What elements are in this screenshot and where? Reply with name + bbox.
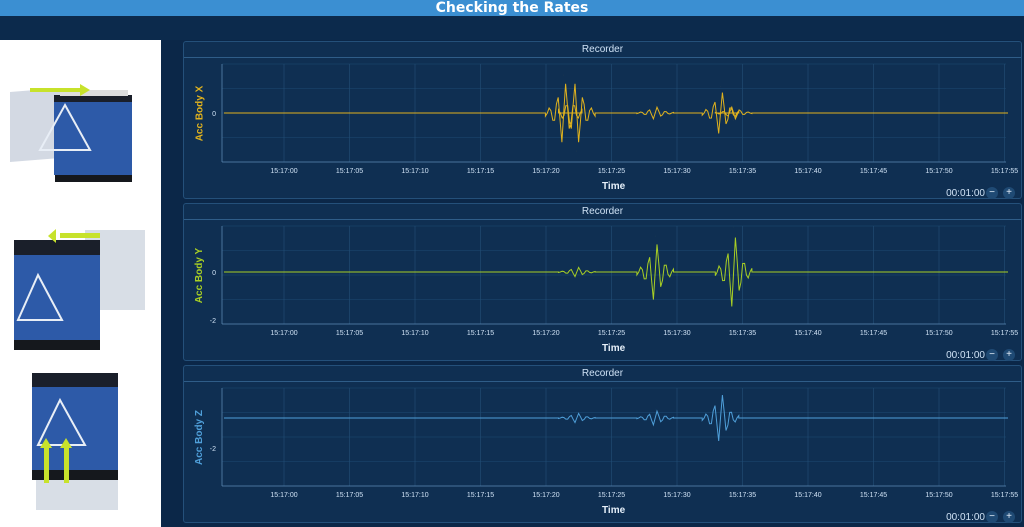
x-tick-label: 15:17:10 [401,168,428,175]
x-tick-label: 15:17:15 [467,168,494,175]
recorder-title: Recorder [581,368,624,379]
recorder-panel-z: Recorder 15:17:00 15:17:05 15:17:10 15:17:1… [183,365,1022,523]
x-tick-label: 15:17:50 [925,330,952,337]
x-tick-label: 15:17:40 [794,492,821,499]
zoom-in-button[interactable]: + [1003,349,1015,361]
series-line [224,83,1008,143]
time-window-readout: 00:01:00 [946,512,985,523]
x-tick-label: 15:17:55 [991,330,1018,337]
x-tick-label: 15:17:40 [794,168,821,175]
zoom-out-button[interactable]: − [986,511,998,523]
y-axis-label: Acc Body Y [194,247,206,304]
x-axis-label: Time [602,505,626,516]
x-tick-label: 15:17:55 [991,168,1018,175]
x-tick-label: 15:17:30 [663,492,690,499]
x-tick-label: 15:17:05 [336,330,363,337]
x-axis-label: Time [602,181,626,192]
x-tick-label: 15:17:35 [729,330,756,337]
zoom-out-button[interactable]: − [986,187,998,199]
x-tick-label: 15:17:45 [860,168,887,175]
recorder-title: Recorder [581,206,624,217]
x-tick-label: 15:17:20 [532,492,559,499]
y-tick-label: 0 [212,111,216,118]
x-tick-label: 15:17:35 [729,168,756,175]
x-tick-label: 15:17:50 [925,492,952,499]
x-tick-label: 15:17:15 [467,492,494,499]
series-line [224,237,1008,307]
battery-lift-z-image [32,373,118,510]
x-tick-label: 15:17:35 [729,492,756,499]
x-axis-label: Time [602,343,626,354]
battery-illustrations [10,84,145,510]
recorder-title: Recorder [581,44,624,55]
series-line [224,394,1008,442]
x-tick-label: 15:17:30 [663,168,690,175]
x-tick-label: 15:17:15 [467,330,494,337]
x-tick-label: 15:17:45 [860,492,887,499]
y-tick-label: -2 [210,446,216,453]
y-axis-label: Acc Body Z [194,409,206,466]
zoom-in-button[interactable]: + [1003,511,1015,523]
x-tick-label: 15:17:25 [598,492,625,499]
battery-slide-x-image [10,84,132,182]
x-tick-label: 15:17:55 [991,492,1018,499]
x-tick-label: 15:17:10 [401,330,428,337]
x-tick-label: 15:17:25 [598,330,625,337]
battery-slide-y-image [14,229,145,350]
recorder-panel-x: Recorder 15:17:00 15:17:05 15:17:10 15:17:1… [183,41,1022,199]
x-tick-label: 15:17:00 [270,168,297,175]
zoom-in-button[interactable]: + [1003,187,1015,199]
x-tick-label: 15:17:05 [336,492,363,499]
x-tick-label: 15:17:00 [270,492,297,499]
x-tick-label: 15:17:20 [532,330,559,337]
y-tick-label: -2 [210,318,216,325]
x-tick-label: 15:17:40 [794,330,821,337]
time-window-readout: 00:01:00 [946,350,985,361]
chart-x: 15:17:00 15:17:05 15:17:10 15:17:15 15:17:20… [212,63,1018,175]
x-tick-label: 15:17:10 [401,492,428,499]
x-tick-label: 15:17:20 [532,168,559,175]
x-tick-label: 15:17:25 [598,168,625,175]
x-tick-label: 15:17:30 [663,330,690,337]
app-title: Checking the Rates [0,0,1024,16]
x-tick-label: 15:17:50 [925,168,952,175]
chart-z: 15:17:00 15:17:05 15:17:10 15:17:15 15:17:20… [210,387,1018,499]
x-tick-label: 15:17:00 [270,330,297,337]
illustration-sidebar [0,40,161,527]
header-background [0,16,1024,40]
time-window-readout: 00:01:00 [946,188,985,199]
x-tick-label: 15:17:45 [860,330,887,337]
chart-y: 15:17:00 15:17:05 15:17:10 15:17:15 15:17:20… [210,225,1018,337]
y-axis-label: Acc Body X [194,85,206,142]
recorder-panel-y: Recorder 15:17:00 15:17:05 15:17:10 15:17:1… [183,203,1022,361]
zoom-out-button[interactable]: − [986,349,998,361]
y-tick-label: 0 [212,270,216,277]
x-tick-label: 15:17:05 [336,168,363,175]
sidebar-gap [161,40,181,527]
